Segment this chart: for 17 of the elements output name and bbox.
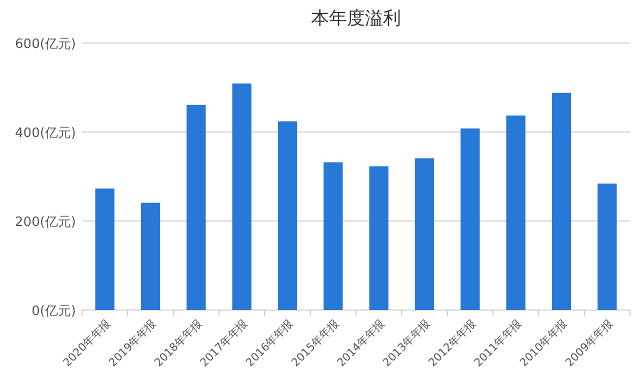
y-tick-label: 400(亿元) (15, 126, 76, 141)
bar (278, 121, 298, 310)
bar (232, 83, 252, 310)
bar (140, 202, 160, 310)
bar (460, 128, 480, 310)
y-tick-label: 600(亿元) (15, 37, 76, 52)
bar (414, 158, 434, 310)
bar (369, 166, 388, 310)
bar (552, 92, 572, 310)
bar (598, 184, 617, 310)
bar (95, 188, 114, 310)
y-tick-label: 200(亿元) (15, 215, 76, 230)
bar (324, 162, 343, 310)
bar (506, 116, 526, 310)
bar (186, 104, 206, 310)
chart-title: 本年度溢利 (311, 8, 401, 29)
y-tick-label: 0(亿元) (32, 304, 76, 319)
